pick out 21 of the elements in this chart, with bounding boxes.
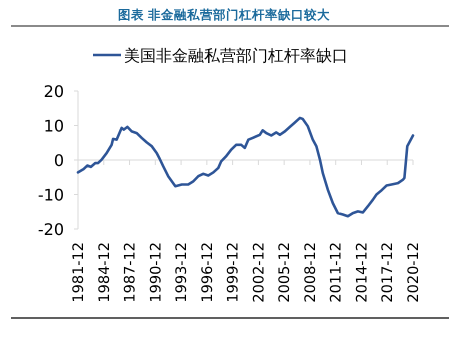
x-tick-label: 1993-12 [174,242,190,303]
x-tick-label: 2014-12 [354,242,370,303]
x-tick-label: 2011-12 [328,242,345,303]
x-tick-label: 2008-12 [302,242,319,303]
x-tick-label: 1996-12 [200,242,216,303]
y-tick-label: -10 [38,186,64,204]
y-tick-label: -20 [38,220,64,239]
x-tick-label: 1999-12 [226,242,242,303]
x-tick-label: 2002-12 [251,242,268,303]
x-tick-label: 2020-12 [406,242,422,303]
x-tick-label: 1984-12 [96,242,113,303]
legend: 美国非金融私营部门杠杆率缺口 [93,46,348,65]
y-tick-label: 10 [44,116,64,136]
x-tick-label: 2017-12 [380,242,396,303]
chart-title: 图表 非金融私营部门杠杆率缺口较大 [118,7,332,22]
x-tick-label: 1987-12 [122,242,139,303]
y-tick-label: 0 [54,151,64,170]
x-tick-label: 1981-12 [71,242,87,303]
y-tick-label: 20 [44,82,64,101]
x-tick-label: 2005-12 [277,242,294,303]
x-tick-label: 1990-12 [148,242,164,303]
